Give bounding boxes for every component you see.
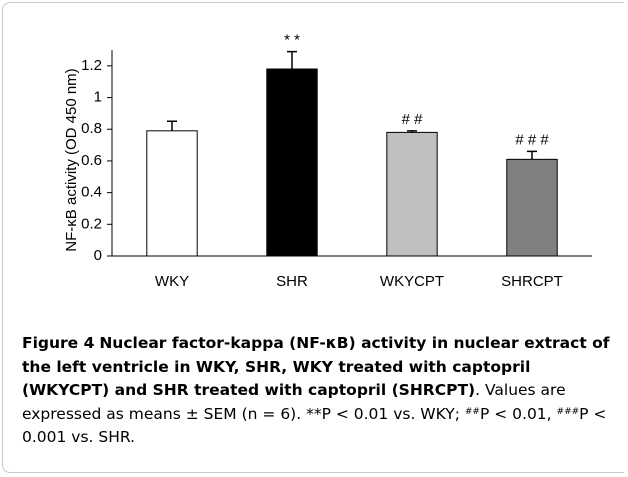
y-tick-label: 0.2 [81, 215, 102, 232]
x-tick-label: SHRCPT [501, 273, 563, 290]
y-tick-label: 1 [94, 89, 102, 106]
x-tick-label: SHR [276, 273, 308, 290]
bar [146, 130, 198, 257]
error-bar [167, 120, 177, 131]
x-tick-label: WKY [155, 273, 189, 290]
y-tick-label: 0.8 [81, 120, 102, 137]
chart: NF-κB activity (OD 450 nm) 0 0.2 0.4 0.6 0.8… [63, 32, 592, 290]
caption-sup: ## [464, 406, 480, 417]
error-bar [287, 50, 297, 70]
caption-title: Nuclear factor-kappa (NF-κB) activity in… [22, 334, 610, 399]
error-bar [527, 150, 537, 160]
error-bar [407, 130, 417, 133]
bar [506, 158, 558, 257]
bar [386, 131, 438, 257]
figure-frame [2, 2, 624, 473]
y-tick-label: 0.4 [81, 184, 102, 201]
annotation: # # # [515, 131, 549, 148]
caption-sup: ### [556, 406, 580, 417]
y-tick-label: 1.2 [81, 57, 102, 74]
annotation: # # [402, 111, 424, 128]
annotation: * * [284, 32, 300, 49]
caption-text: P < 0.001 vs. SHR. [22, 404, 607, 447]
bar [266, 68, 318, 257]
y-tick-label: 0.6 [81, 152, 102, 169]
caption-text: P < 0.01, [479, 404, 557, 423]
y-axis-label: NF-κB activity (OD 450 nm) [63, 68, 80, 251]
caption: Figure 4 Nuclear factor-kappa (NF-κB) ac… [22, 332, 612, 450]
y-tick-label: 0 [94, 247, 102, 264]
x-tick-label: WKYCPT [380, 273, 444, 290]
caption-label: Figure 4 [22, 334, 95, 352]
caption-text: . Values are expressed as means ± SEM (n… [22, 381, 566, 423]
